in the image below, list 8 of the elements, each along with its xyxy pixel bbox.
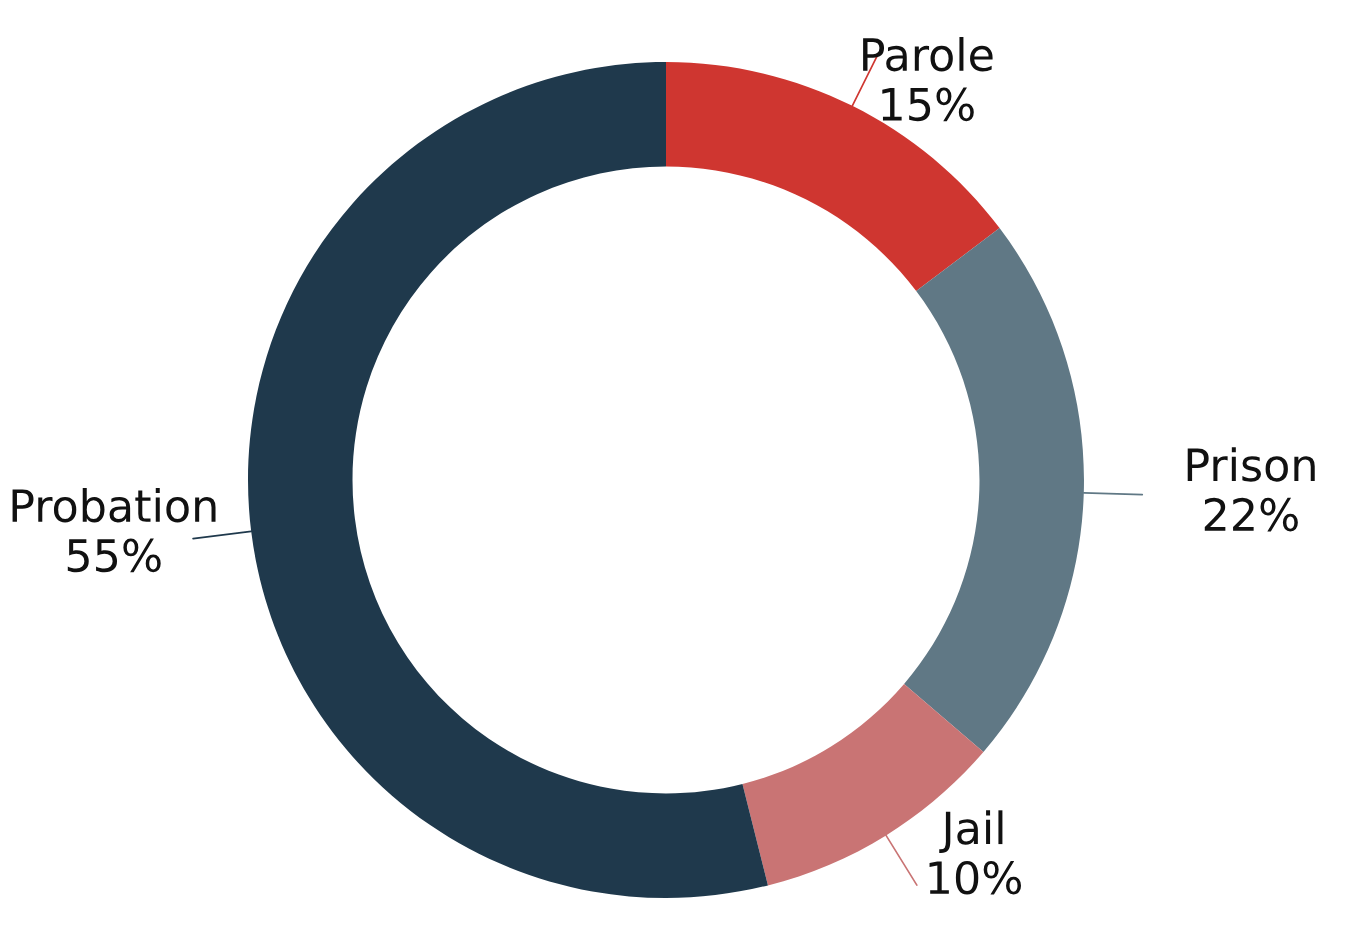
slice-label: Jail [939,810,1003,853]
slice-label: Prison [1187,447,1315,482]
data-label: 22% [1204,497,1298,532]
data-label: 10% [929,860,1022,895]
slice-label: Probation [12,488,216,523]
data-label: 15% [882,87,974,122]
slice-label: Parole [863,36,993,72]
data-label: 55% [67,538,161,573]
